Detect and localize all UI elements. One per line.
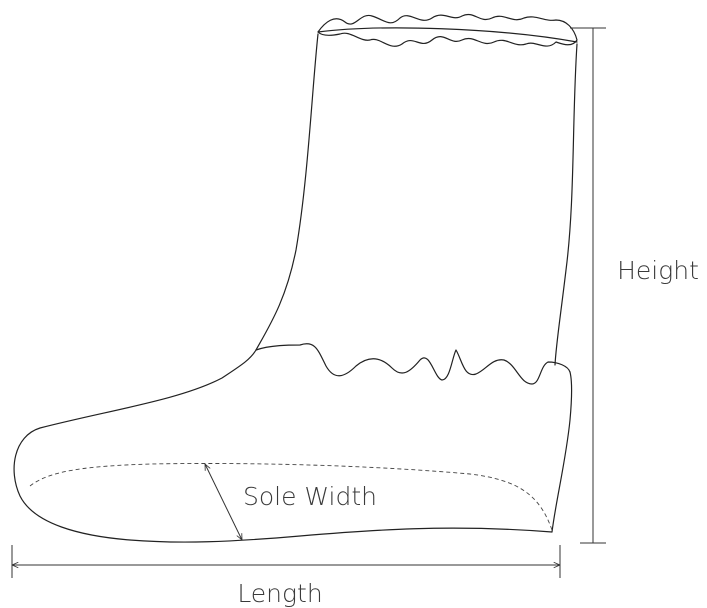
sole-width-label: Sole Width (243, 482, 377, 511)
shaft-right (554, 43, 578, 366)
middle-ruffle (255, 343, 571, 385)
top-ruffle (317, 14, 578, 47)
shaft-left (255, 33, 319, 351)
dimensions (12, 27, 606, 578)
sole-line (29, 463, 553, 531)
sole-width-arrow (205, 464, 242, 540)
length-label: Length (237, 579, 322, 608)
height-label: Height (617, 256, 699, 285)
boot-outline (13, 14, 578, 543)
top-rim (317, 27, 578, 43)
foot-outline (13, 349, 573, 543)
